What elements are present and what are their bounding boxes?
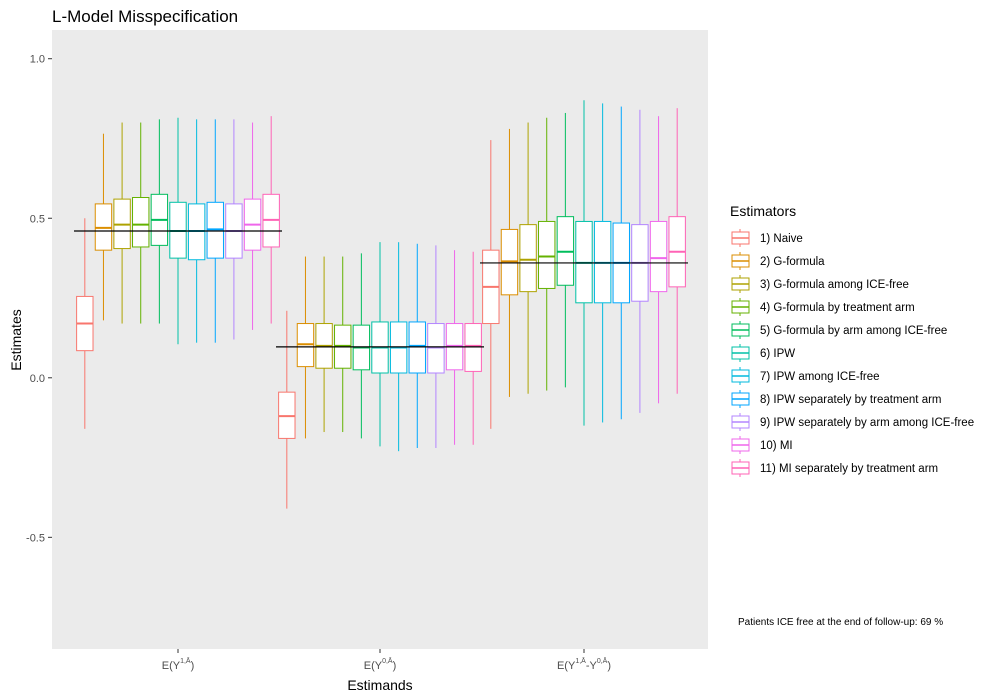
- boxplot-series: [76, 100, 686, 509]
- legend-title: Estimators: [730, 203, 796, 219]
- box: [389, 242, 408, 452]
- legend-label: 9) IPW separately by arm among ICE-free: [760, 417, 974, 429]
- x-axis-title: Estimands: [347, 677, 412, 693]
- box-body: [464, 323, 482, 372]
- legend-item: 1) Naive: [731, 229, 803, 247]
- legend-item: 4) G-formula by treatment arm: [731, 298, 915, 316]
- legend-label: 11) MI separately by treatment arm: [760, 463, 938, 475]
- x-axis: E(Y1,Ā) E(Y0,Ā) E(Y1,Ā-Y0,Ā): [162, 649, 611, 672]
- box: [408, 243, 426, 448]
- legend: Estimators 1) Naive 2) G-formula 3) G-form…: [730, 203, 974, 477]
- x-tick-label: E(Y0,Ā): [364, 657, 397, 672]
- legend-label: 1) Naive: [760, 233, 803, 245]
- legend-label: 3) G-formula among ICE-free: [760, 279, 909, 291]
- box-body: [649, 220, 668, 293]
- legend-item: 10) MI: [731, 436, 793, 454]
- box-body: [408, 321, 426, 374]
- legend-item: 3) G-formula among ICE-free: [731, 275, 909, 293]
- box: [519, 122, 537, 394]
- box: [668, 108, 686, 394]
- legend-item: 5) G-formula by arm among ICE-free: [731, 321, 947, 339]
- series-2: [94, 128, 519, 439]
- box-body: [538, 220, 556, 289]
- legend-label: 8) IPW separately by treatment arm: [760, 394, 942, 406]
- legend-label: 10) MI: [760, 440, 793, 452]
- legend-label: 4) G-formula by treatment arm: [760, 302, 915, 314]
- legend-label: 5) G-formula by arm among ICE-free: [760, 325, 947, 337]
- box: [593, 103, 612, 423]
- box: [352, 253, 371, 439]
- box: [278, 310, 296, 509]
- box: [262, 116, 280, 324]
- box: [427, 245, 445, 448]
- y-tick-label: 1.0: [30, 54, 45, 66]
- box: [243, 122, 262, 330]
- box: [94, 133, 113, 321]
- x-tick-label: E(Y1,Ā): [162, 657, 195, 672]
- box: [132, 122, 150, 324]
- series-8: [206, 106, 630, 448]
- chart-title: L-Model Misspecification: [52, 7, 238, 26]
- y-axis: -0.5 0.0 0.5 1.0: [26, 54, 52, 544]
- box: [482, 140, 500, 429]
- ice-free-annotation: Patients ICE free at the end of follow-u…: [738, 617, 943, 628]
- series-3: [113, 122, 537, 433]
- box: [150, 119, 169, 324]
- y-tick-label: 0.0: [30, 373, 45, 385]
- legend-label: 6) IPW: [760, 348, 795, 360]
- y-tick-label: 0.5: [30, 213, 45, 225]
- series-1: [76, 140, 500, 509]
- legend-item: 7) IPW among ICE-free: [731, 367, 880, 385]
- legend-item: 2) G-formula: [731, 252, 825, 270]
- box: [538, 117, 556, 391]
- legend-label: 7) IPW among ICE-free: [760, 371, 880, 383]
- box: [206, 119, 224, 343]
- box: [575, 100, 593, 426]
- series-5: [150, 112, 575, 439]
- legend-item: 9) IPW separately by arm among ICE-free: [731, 413, 974, 431]
- legend-label: 2) G-formula: [760, 256, 825, 268]
- x-tick-label: E(Y1,Ā-Y0,Ā): [557, 657, 611, 672]
- box: [169, 117, 187, 345]
- box: [649, 116, 668, 404]
- box-body: [132, 197, 150, 248]
- true-value-lines: [74, 230, 688, 348]
- legend-item: 11) MI separately by treatment arm: [731, 459, 938, 477]
- y-tick-label: -0.5: [26, 532, 45, 544]
- box-body: [519, 224, 537, 293]
- box: [371, 242, 389, 447]
- box: [556, 112, 575, 388]
- series-6: [169, 100, 593, 447]
- legend-item: 6) IPW: [731, 344, 795, 362]
- box: [296, 256, 315, 439]
- box: [500, 128, 519, 397]
- box: [315, 256, 333, 433]
- legend-item: 8) IPW separately by treatment arm: [731, 390, 942, 408]
- series-11: [262, 108, 686, 445]
- y-axis-title: Estimates: [8, 309, 24, 370]
- box: [464, 251, 482, 445]
- box: [113, 122, 131, 324]
